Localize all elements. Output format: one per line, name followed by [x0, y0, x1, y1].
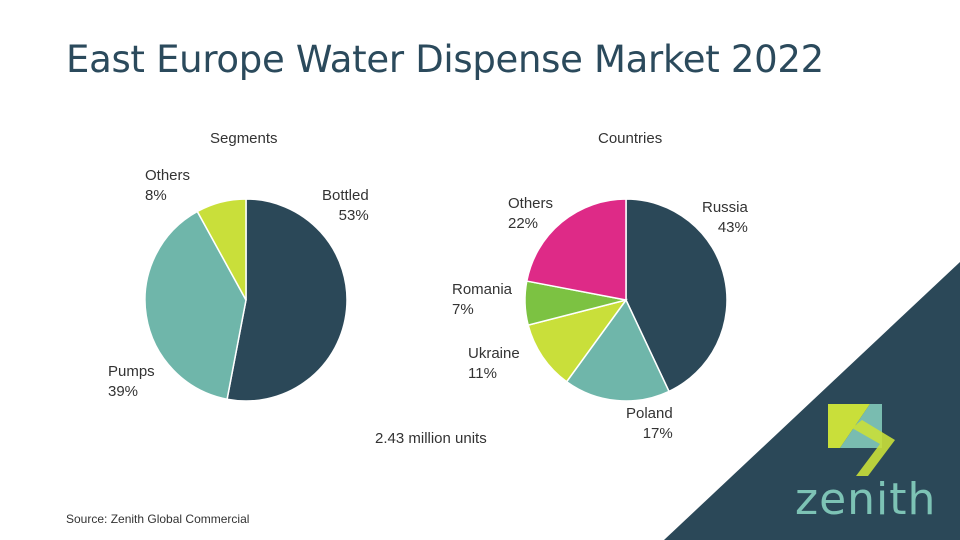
label-others-segments-value: 8%: [145, 187, 167, 204]
label-others-countries: Others 22%: [508, 194, 553, 234]
label-ukraine: Ukraine 11%: [468, 344, 520, 384]
slice-ukraine: [527, 298, 628, 383]
label-poland-name: Poland: [626, 405, 673, 422]
label-pumps-value: 39%: [108, 383, 139, 400]
label-bottled-name: Bottled: [322, 187, 369, 204]
chart-title-segments: Segments: [210, 130, 278, 147]
slice-others: [525, 198, 627, 301]
label-bottled: Bottled 53%: [322, 186, 369, 226]
slice-bottled: [226, 198, 348, 402]
label-russia-value: 43%: [717, 219, 748, 236]
label-pumps-name: Pumps: [108, 363, 155, 380]
slice-pumps: [144, 210, 247, 401]
label-romania-name: Romania: [452, 281, 513, 298]
label-bottled-value: 53%: [338, 207, 369, 224]
label-poland: Poland 17%: [626, 404, 673, 444]
label-pumps: Pumps 39%: [108, 362, 155, 402]
zenith-logo-mark: [828, 404, 895, 476]
label-russia: Russia 43%: [702, 198, 748, 238]
label-russia-name: Russia: [702, 199, 748, 216]
chart-title-countries: Countries: [598, 130, 663, 147]
label-others-segments-name: Others: [145, 167, 191, 184]
label-romania: Romania 7%: [452, 280, 512, 320]
label-romania-value: 7%: [452, 301, 474, 318]
slice-others: [196, 198, 247, 301]
label-ukraine-value: 11%: [468, 365, 497, 382]
label-others-countries-name: Others: [508, 195, 554, 212]
label-ukraine-name: Ukraine: [468, 345, 520, 362]
slice-russia: [625, 198, 728, 393]
label-others-segments: Others 8%: [145, 166, 190, 206]
zenith-logo-text: zenith: [795, 474, 937, 525]
label-others-countries-value: 22%: [508, 215, 539, 232]
slice-poland: [565, 298, 671, 402]
source-note: Source: Zenith Global Commercial: [66, 512, 250, 526]
page-title: East Europe Water Dispense Market 2022: [66, 38, 824, 81]
label-poland-value: 17%: [642, 425, 673, 442]
total-units-note: 2.43 million units: [375, 430, 487, 447]
